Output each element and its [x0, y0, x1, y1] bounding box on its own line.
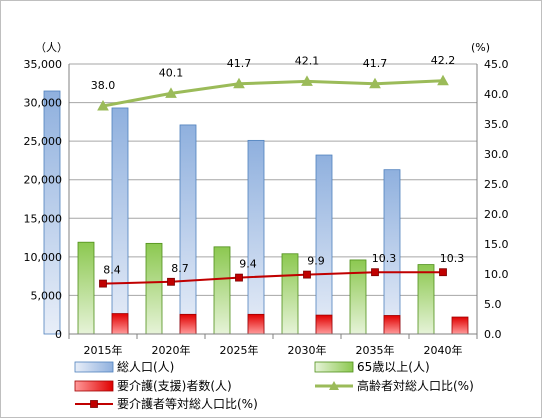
legend-swatch: [74, 380, 114, 392]
legend: 総人口(人) 65歳以上(人) 要介護(支援)者数(人) 高齢者対総人口比(%) 要介護…: [74, 360, 474, 411]
left-tick-label: 5,000: [31, 289, 63, 302]
bar-series: [43, 90, 469, 335]
bar-2: [213, 246, 231, 335]
left-tick-label: 20,000: [24, 174, 63, 187]
data-label: 40.1: [159, 66, 184, 79]
left-tick-label: 0: [55, 328, 62, 341]
right-tick-label: 30.0: [484, 148, 509, 161]
data-label: 41.7: [227, 57, 252, 70]
data-label: 8.4: [103, 264, 121, 277]
bar-3: [315, 314, 333, 335]
series-line-2: [102, 271, 443, 285]
right-tick-label: 0.0: [484, 328, 502, 341]
series-line-1: [102, 79, 444, 108]
bar-3: [451, 316, 469, 335]
bar-2: [281, 253, 299, 335]
data-label: 10.3: [440, 252, 465, 265]
bar-3: [111, 313, 129, 335]
right-tick-label: 5.0: [484, 298, 502, 311]
right-tick-label: 10.0: [484, 268, 509, 281]
axes: 0 5,000 10,000 15,000 20,000 25,000 30,000 35,0…: [24, 58, 509, 357]
category-label: 2020年: [152, 343, 191, 357]
bar-1: [111, 107, 129, 335]
legend-triangle-marker: [329, 381, 339, 390]
triangle-marker: [165, 87, 177, 98]
triangle-marker: [369, 77, 381, 89]
legend-label: 65歳以上(人): [357, 360, 430, 374]
right-tick-label: 20.0: [484, 208, 509, 221]
left-tick-label: 10,000: [24, 251, 63, 264]
gridlines: [69, 63, 477, 296]
right-tick-label: 25.0: [484, 178, 509, 191]
category-label: 2015年: [84, 343, 123, 357]
line-series: [97, 74, 449, 288]
category-label: 2035年: [356, 343, 395, 357]
left-axis-unit: （人）: [35, 41, 68, 54]
legend-swatch: [314, 361, 354, 373]
data-label: 42.1: [295, 54, 320, 67]
bar-2: [145, 242, 163, 335]
square-marker: [371, 268, 379, 277]
bar-2: [417, 264, 435, 335]
data-label: 9.4: [239, 258, 257, 271]
triangle-marker: [233, 77, 245, 89]
bar-3: [179, 313, 197, 335]
bar-1: [315, 154, 333, 335]
bar-1: [247, 139, 265, 335]
category-label: 2025年: [220, 343, 259, 357]
bar-1: [179, 124, 197, 335]
data-label: 8.7: [171, 262, 189, 275]
category-label: 2040年: [424, 343, 463, 357]
bar-2: [349, 259, 367, 335]
legend-swatch: [74, 361, 114, 373]
bar-3: [383, 315, 401, 335]
left-tick-label: 15,000: [24, 212, 63, 225]
left-tick-label: 25,000: [24, 135, 63, 148]
square-marker: [439, 268, 447, 277]
data-label: 38.0: [91, 79, 116, 92]
triangle-marker: [97, 99, 109, 111]
right-tick-label: 15.0: [484, 238, 509, 251]
square-marker: [99, 279, 107, 288]
right-tick-label: 40.0: [484, 88, 509, 101]
triangle-marker: [301, 75, 313, 86]
legend-label: 総人口(人): [117, 360, 174, 374]
data-label: 41.7: [363, 57, 388, 70]
data-label: 9.9: [307, 255, 325, 268]
bar-3: [247, 313, 265, 335]
triangle-marker: [437, 74, 449, 86]
right-axis-unit: (%): [471, 41, 490, 54]
legend-label: 要介護(支援)者数(人): [117, 378, 232, 393]
left-tick-label: 35,000: [24, 58, 63, 71]
data-label: 42.2: [431, 54, 456, 67]
square-marker: [235, 273, 243, 282]
data-labels: 38.0 40.1 41.7 42.1 41.7 42.2 8.4 8.7 9.4 9.9 10.3…: [91, 54, 465, 277]
square-marker: [167, 277, 175, 286]
category-label: 2030年: [288, 343, 327, 357]
left-tick-label: 30,000: [24, 97, 63, 110]
legend-square-marker: [90, 400, 98, 408]
bar-1: [43, 90, 61, 335]
square-marker: [303, 270, 311, 279]
data-label: 10.3: [372, 252, 397, 265]
right-tick-label: 45.0: [484, 58, 509, 71]
legend-label: 要介護者等対総人口比(%): [117, 396, 258, 411]
right-tick-label: 35.0: [484, 118, 509, 131]
legend-label: 高齢者対総人口比(%): [357, 378, 474, 393]
bar-2: [77, 241, 95, 335]
